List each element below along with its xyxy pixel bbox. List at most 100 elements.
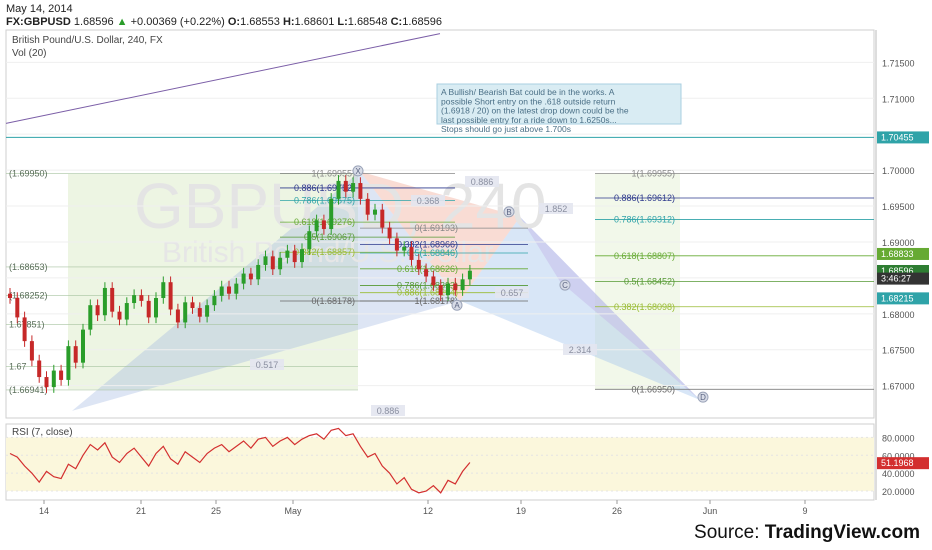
candle-body xyxy=(132,295,137,304)
price-badge-label: 1.68215 xyxy=(881,293,914,303)
candle-body xyxy=(161,282,166,299)
y-tick-label: 1.69500 xyxy=(882,202,915,212)
left-level-label: (1.68653) xyxy=(9,262,48,272)
y-tick-label: 1.67500 xyxy=(882,346,915,356)
price-badge-label: 1.68833 xyxy=(881,249,914,259)
pattern-point-marker xyxy=(559,279,571,291)
candle-body xyxy=(8,293,12,299)
open-label: O: xyxy=(227,16,241,28)
candle-body xyxy=(73,346,78,363)
up-arrow-icon: ▲ xyxy=(116,16,128,28)
fib-left-label: 0.382(1.68857) xyxy=(294,247,355,257)
y-tick-label: 1.67000 xyxy=(882,382,915,392)
annotation-box xyxy=(436,83,682,125)
bat-leg-cd xyxy=(520,216,700,401)
candle-body xyxy=(321,220,326,230)
pattern-ratio-box xyxy=(465,176,499,187)
y-tick-label: 1.69000 xyxy=(882,238,915,248)
symbol-label: FX:GBPUSD xyxy=(6,16,71,28)
price-badge-label: 3:46:27 xyxy=(881,274,911,284)
volume-label: Vol (20) xyxy=(12,48,46,59)
annotation-line: (1.6918 / 20) on the latest drop down co… xyxy=(441,106,629,116)
fib-left-label: 0.5(1.69067) xyxy=(304,232,355,242)
candle-body xyxy=(394,238,399,251)
candle-body xyxy=(278,257,283,270)
y-tick-label: 1.71000 xyxy=(882,94,915,104)
candle-body xyxy=(438,285,443,296)
candle-body xyxy=(117,311,122,320)
header-date: May 14, 2014 xyxy=(6,3,73,15)
fib-mid-label: 1(1.68178) xyxy=(414,296,458,306)
x-tick-label: Jun xyxy=(703,506,718,516)
pattern-ratio-box xyxy=(495,287,529,298)
candle-body xyxy=(234,283,239,294)
candle-body xyxy=(124,303,129,320)
candle-body xyxy=(300,249,304,263)
candle-body xyxy=(263,256,268,265)
candle-body xyxy=(102,287,107,316)
candle-body xyxy=(66,346,71,380)
candle-body xyxy=(241,273,246,284)
rsi-line xyxy=(9,427,471,494)
x-tick-label: 12 xyxy=(423,506,433,516)
pattern-ratio-label: 0.517 xyxy=(256,360,279,370)
candle-body xyxy=(248,273,253,280)
candle-body xyxy=(37,360,42,378)
candle-body xyxy=(467,270,472,280)
left-level-label: (1.66941) xyxy=(9,385,48,395)
rsi-tick-label: 20.0000 xyxy=(882,487,915,497)
fib-right-label: 1(1.69955) xyxy=(631,168,675,178)
candle-body xyxy=(373,209,377,215)
candle-body xyxy=(387,227,392,239)
pattern-ratio-label: 2.314 xyxy=(569,345,592,355)
left-level-label: (1.69950) xyxy=(9,169,48,179)
candle-body xyxy=(460,279,465,291)
pattern-ratio-label: 0.657 xyxy=(501,288,524,298)
rsi-badge-label: 51.1968 xyxy=(881,458,914,468)
candle-body xyxy=(380,209,385,228)
candle-body xyxy=(270,256,275,270)
price-badge-label: 1.68596 xyxy=(881,266,914,276)
fib-left-label: 1(1.69955) xyxy=(311,168,355,178)
candle-body xyxy=(88,305,93,330)
pattern-ratio-box xyxy=(411,195,445,206)
rsi-badge xyxy=(877,457,929,470)
candle-body xyxy=(29,341,34,361)
annotation-line: possible Short entry on the .618 outside… xyxy=(441,96,616,106)
candle-body xyxy=(110,287,115,312)
fib-left-label: 0.886(1.69752) xyxy=(294,183,355,193)
candle-body xyxy=(59,370,64,380)
pattern-point-marker xyxy=(451,299,463,311)
candle-body xyxy=(168,282,173,310)
price-change: +0.00369 (+0.22%) xyxy=(130,16,225,28)
price-chart-svg[interactable]: GBPUSD, 240British Pound/U.S. Dollar1.71… xyxy=(0,0,932,520)
fib-right-label: 0.786(1.69312) xyxy=(614,215,675,225)
candle-body xyxy=(139,295,144,301)
rsi-title: RSI (7, close) xyxy=(12,427,73,438)
x-tick-label: 21 xyxy=(136,506,146,516)
candle-body xyxy=(424,269,429,277)
annotation-line: last possible entry for a ride down to 1… xyxy=(441,115,617,125)
source-credit: Source: TradingView.com xyxy=(694,522,920,544)
price-badge xyxy=(877,272,929,285)
trendline xyxy=(5,33,441,124)
fib-left-label: 0.786(1.69575) xyxy=(294,196,355,206)
price-badge xyxy=(877,292,929,305)
x-tick-label: 25 xyxy=(211,506,221,516)
y-tick-label: 1.68000 xyxy=(882,310,915,320)
bat-leg-bc xyxy=(460,216,700,401)
pattern-point-label: D xyxy=(700,393,706,402)
candle-body xyxy=(219,286,224,296)
fib-mid-label: 0(1.69193) xyxy=(414,223,458,233)
candle-body xyxy=(453,283,458,291)
x-tick-label: 9 xyxy=(802,506,807,516)
candle-body xyxy=(292,250,297,263)
annotation-line: Stops should go just above 1.700s xyxy=(441,124,571,134)
pattern-ratio-box xyxy=(539,203,573,214)
pattern-point-marker xyxy=(352,165,364,177)
pane-title: British Pound/U.S. Dollar, 240, FX xyxy=(12,35,163,46)
low-value: 1.68548 xyxy=(347,16,388,28)
x-tick-label: 14 xyxy=(39,506,49,516)
pattern-point-label: B xyxy=(506,208,511,217)
